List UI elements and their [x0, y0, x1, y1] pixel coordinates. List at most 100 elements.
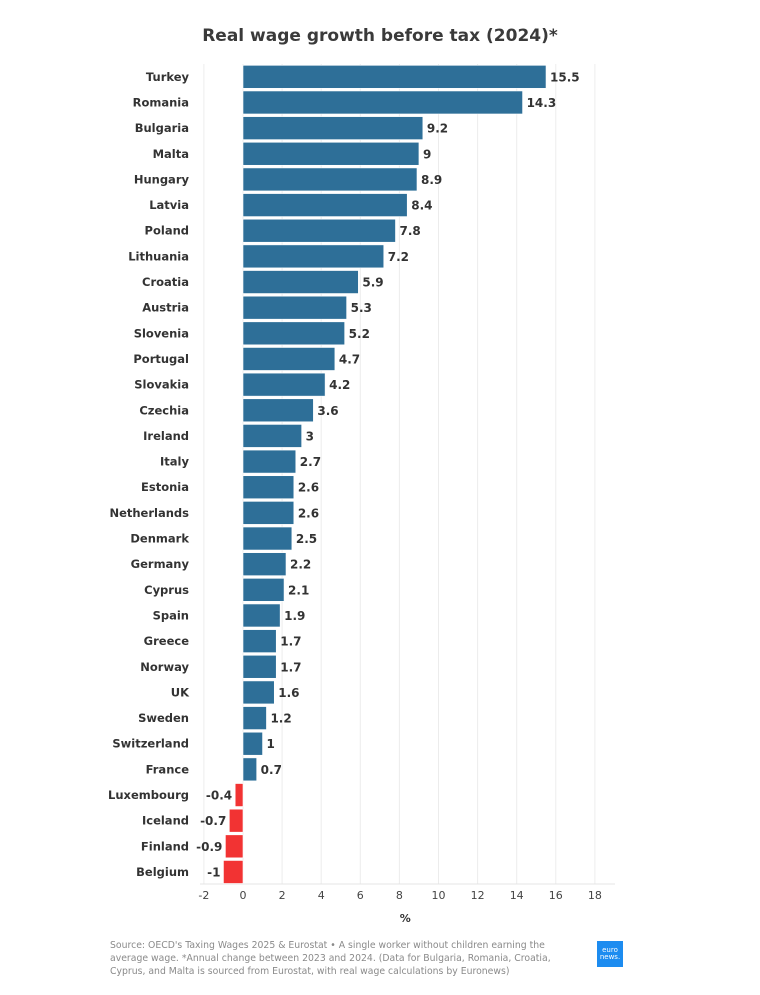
bar — [242, 193, 408, 217]
bar — [225, 834, 244, 859]
bar — [229, 808, 244, 833]
bar — [242, 654, 277, 679]
x-axis-label: % — [400, 912, 411, 925]
category-label: Poland — [145, 224, 189, 238]
category-label: Cyprus — [144, 583, 189, 597]
category-label: Sweden — [138, 711, 189, 725]
euronews-logo: euro news. — [597, 941, 623, 967]
data-label: 5.3 — [351, 301, 372, 315]
category-label: Malta — [153, 147, 189, 161]
category-label: Luxembourg — [108, 788, 189, 802]
data-label: 14.3 — [527, 96, 557, 110]
data-label: 2.7 — [300, 455, 321, 469]
category-label: Denmark — [130, 532, 189, 546]
category-label: Latvia — [149, 198, 189, 212]
data-label: 1.7 — [280, 635, 301, 649]
data-label: -0.4 — [206, 789, 232, 803]
category-label: Netherlands — [109, 506, 189, 520]
data-label: -0.9 — [196, 840, 222, 854]
bar — [242, 475, 295, 500]
x-tick-label: 18 — [588, 889, 602, 902]
data-label: 7.8 — [399, 224, 420, 238]
data-label: 15.5 — [550, 70, 580, 84]
category-label: Croatia — [142, 275, 189, 289]
x-tick-label: -2 — [198, 889, 209, 902]
bar — [242, 116, 424, 140]
data-label: 3.6 — [317, 404, 338, 418]
bar — [242, 578, 285, 602]
bar — [242, 629, 277, 653]
bar — [242, 218, 396, 243]
bar — [242, 347, 336, 371]
category-label: Italy — [160, 455, 189, 469]
bar — [242, 295, 347, 320]
bar — [242, 706, 267, 730]
x-tick-label: 4 — [318, 889, 325, 902]
data-label: 2.5 — [296, 532, 317, 546]
bar — [242, 449, 297, 474]
category-label: UK — [171, 685, 190, 699]
data-label: 8.9 — [421, 173, 442, 187]
category-label: Romania — [133, 95, 189, 109]
data-label: 4.2 — [329, 378, 350, 392]
x-tick-label: 12 — [471, 889, 485, 902]
category-label: Slovenia — [134, 326, 189, 340]
data-label: 2.2 — [290, 558, 311, 572]
x-tick-label: 14 — [510, 889, 524, 902]
category-label: Turkey — [146, 70, 190, 84]
bar — [242, 321, 345, 346]
data-label: 4.7 — [339, 352, 360, 366]
category-label: Norway — [140, 660, 189, 674]
bar — [242, 424, 302, 448]
data-label: 1 — [267, 737, 275, 751]
category-label: Iceland — [142, 814, 189, 828]
bar — [242, 731, 263, 756]
category-label: Greece — [144, 634, 190, 648]
category-label: Lithuania — [128, 249, 189, 263]
bar — [242, 141, 420, 166]
data-label: 5.2 — [349, 327, 370, 341]
bar — [242, 398, 314, 423]
x-tick-label: 10 — [432, 889, 446, 902]
data-label: 9.2 — [427, 122, 448, 136]
source-note: Source: OECD's Taxing Wages 2025 & Euros… — [110, 940, 551, 977]
data-label: 3 — [306, 429, 314, 443]
bar — [223, 860, 244, 884]
data-label: 9 — [423, 147, 431, 161]
data-label: 7.2 — [388, 250, 409, 264]
data-label: 2.1 — [288, 583, 309, 597]
category-label: Belgium — [136, 865, 189, 879]
data-label: 8.4 — [411, 199, 432, 213]
bar — [242, 65, 547, 89]
bar — [242, 167, 418, 192]
category-label: Ireland — [143, 429, 189, 443]
x-tick-label: 8 — [396, 889, 403, 902]
category-label: Portugal — [133, 352, 189, 366]
data-label: 1.7 — [280, 660, 301, 674]
data-label: 2.6 — [298, 481, 319, 495]
bar — [242, 270, 359, 294]
category-label: Switzerland — [112, 737, 189, 751]
logo-text-1: euro — [602, 946, 618, 954]
bar-chart: -2 0 2 4 6 8 10 12 14 16 18% Turkey 15.5 Romania 14.3 B… — [108, 64, 615, 925]
category-label: Spain — [153, 608, 189, 622]
bar — [242, 552, 287, 576]
bar — [242, 244, 385, 269]
bar — [242, 90, 523, 115]
category-label: Estonia — [141, 480, 189, 494]
category-label: Slovakia — [134, 378, 189, 392]
bar — [242, 372, 326, 397]
data-label: 1.2 — [270, 712, 291, 726]
x-tick-label: 2 — [279, 889, 286, 902]
bar — [242, 501, 295, 525]
data-label: 1.6 — [278, 686, 299, 700]
bar — [242, 757, 257, 782]
data-label: 5.9 — [362, 276, 383, 290]
data-label: 1.9 — [284, 609, 305, 623]
category-label: France — [146, 762, 190, 776]
bar — [242, 680, 275, 705]
data-label: -0.7 — [200, 814, 226, 828]
category-label: Germany — [131, 557, 190, 571]
x-tick-label: 16 — [549, 889, 563, 902]
data-label: -1 — [207, 865, 220, 879]
